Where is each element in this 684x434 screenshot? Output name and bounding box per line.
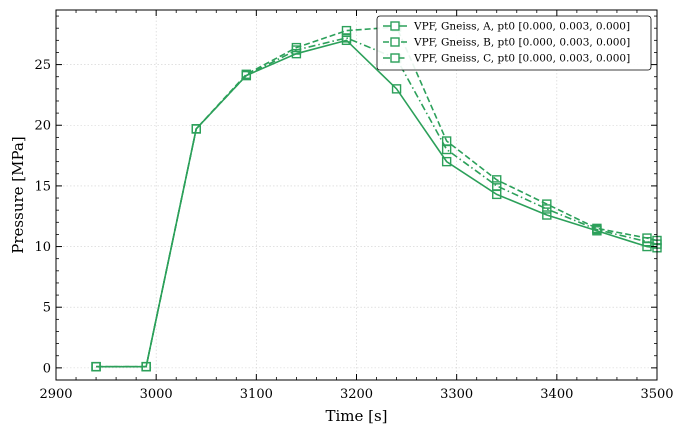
data-point [441, 156, 452, 167]
x-tick-label: 2900 [39, 387, 72, 402]
data-point [441, 144, 452, 155]
legend-entry: VPF, Gneiss, B, pt0 [0.000, 0.003, 0.000… [383, 37, 630, 49]
legend-marker [390, 37, 400, 47]
data-point [341, 33, 352, 43]
y-tick-label: 10 [34, 240, 51, 255]
data-point [542, 204, 552, 214]
x-tick-label: 3400 [540, 387, 573, 402]
data-point [391, 84, 402, 94]
data-point [191, 124, 201, 134]
data-point [592, 224, 602, 235]
x-tick-label: 3500 [640, 387, 673, 402]
x-tick-label: 3200 [340, 387, 373, 402]
data-point [141, 361, 151, 372]
x-axis-label: Time [s] [325, 407, 387, 425]
legend: VPF, Gneiss, A, pt0 [0.000, 0.003, 0.000… [376, 15, 652, 71]
legend-entry: VPF, Gneiss, A, pt0 [0.000, 0.003, 0.000… [383, 21, 630, 33]
legend-marker [390, 21, 400, 31]
data-point [291, 45, 302, 55]
series-2 [91, 33, 662, 372]
data-point [492, 181, 502, 191]
y-tick-label: 15 [34, 179, 51, 194]
x-tick-label: 3300 [440, 387, 473, 402]
data-point [91, 361, 101, 372]
legend-label: VPF, Gneiss, C, pt0 [0.000, 0.003, 0.000… [413, 53, 630, 65]
legend-label: VPF, Gneiss, A, pt0 [0.000, 0.003, 0.000… [413, 21, 630, 33]
legend-box [376, 15, 652, 71]
x-tick-label: 3100 [240, 387, 273, 402]
series-line [96, 26, 658, 368]
data-point [241, 70, 252, 81]
data-point [542, 210, 552, 220]
series-0 [91, 35, 662, 372]
legend-label: VPF, Gneiss, B, pt0 [0.000, 0.003, 0.000… [413, 37, 630, 49]
data-point [341, 25, 352, 36]
y-tick-label: 0 [43, 361, 51, 376]
data-point [492, 175, 502, 185]
y-axis-label: Pressure [MPa] [9, 136, 27, 253]
series-1 [91, 22, 662, 372]
series-layer [91, 22, 662, 372]
axes: 2900 3000 3100 3200 3300 3400 3500 0 5 10 15 20 25 Ti… [9, 9, 674, 425]
x-tick-label: 3000 [140, 387, 173, 402]
legend-entry: VPF, Gneiss, C, pt0 [0.000, 0.003, 0.000… [383, 53, 630, 65]
legend-marker [390, 53, 400, 63]
data-point [542, 199, 552, 209]
y-tick-label: 25 [34, 58, 51, 73]
y-tick-label: 20 [34, 119, 51, 134]
data-point [642, 237, 652, 247]
series-line [96, 37, 658, 368]
y-tick-label: 5 [43, 301, 51, 316]
